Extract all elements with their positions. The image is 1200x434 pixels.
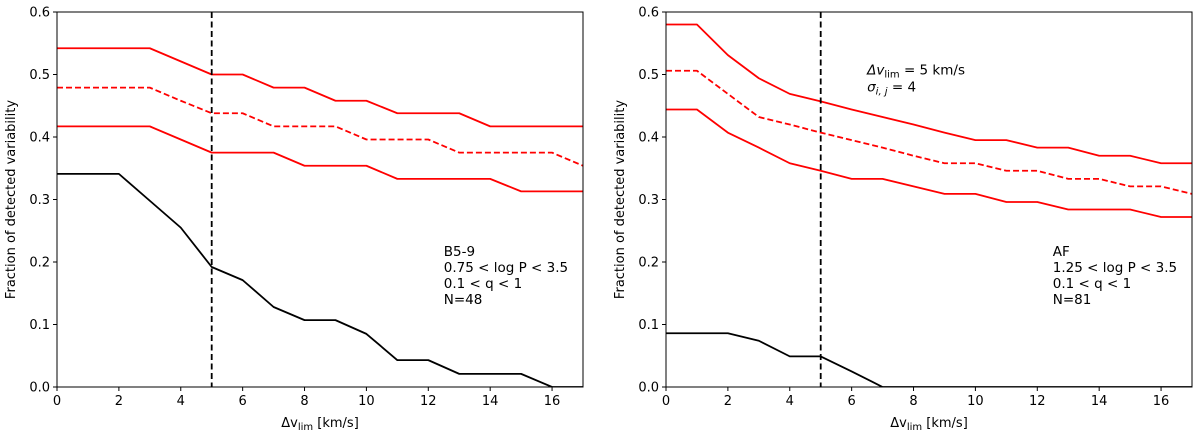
series-line-lower bbox=[666, 108, 1192, 218]
x-tick-label: 10 bbox=[358, 394, 375, 409]
param-note-dv-sub: lim bbox=[884, 70, 899, 81]
x-tick-label: 14 bbox=[482, 394, 499, 409]
y-axis-label: Fraction of detected variability bbox=[613, 100, 628, 299]
x-tick-label: 4 bbox=[786, 394, 794, 409]
series-group bbox=[57, 47, 583, 387]
x-tick-label: 16 bbox=[1153, 394, 1170, 409]
y-tick-label: 0.2 bbox=[638, 256, 659, 271]
y-tick-label: 0.3 bbox=[29, 193, 50, 208]
x-tick-label: 4 bbox=[177, 394, 185, 409]
annotation-line: 0.1 < q < 1 bbox=[444, 276, 522, 292]
x-tick-label: 8 bbox=[300, 394, 308, 409]
param-note-sigma-sub: i, j bbox=[876, 87, 888, 98]
annotation-line: B5-9 bbox=[444, 244, 475, 260]
series-line-lower bbox=[57, 125, 583, 193]
y-tick-label: 0.3 bbox=[638, 193, 659, 208]
series-line-median bbox=[666, 69, 1192, 195]
x-tick-label: 0 bbox=[662, 394, 670, 409]
x-tick-label: 6 bbox=[239, 394, 247, 409]
series-line-median bbox=[57, 86, 583, 167]
series-line-upper bbox=[666, 23, 1192, 165]
x-tick-label: 12 bbox=[1029, 394, 1046, 409]
param-note-dv-base: Δv bbox=[866, 63, 885, 79]
y-tick-label: 0.4 bbox=[638, 131, 659, 146]
param-note-sigma-base: σ bbox=[867, 80, 876, 96]
y-tick-label: 0.5 bbox=[29, 68, 50, 83]
annotation-line: N=81 bbox=[1053, 292, 1092, 308]
param-note-dv: Δvlim = 5 km/s bbox=[866, 63, 965, 81]
annotation-line: 0.1 < q < 1 bbox=[1053, 276, 1131, 292]
x-axis-label-base: Δv bbox=[281, 416, 298, 431]
y-tick-label: 0.0 bbox=[638, 381, 659, 396]
x-tick-label: 0 bbox=[53, 394, 61, 409]
x-axis-label-base: Δv bbox=[890, 416, 907, 431]
series-line-detected bbox=[57, 172, 583, 387]
annotation-line: AF bbox=[1053, 244, 1070, 260]
x-axis-label: Δvlim [km/s] bbox=[890, 416, 968, 433]
panel-right: 0 2 4 6 8 10 12 14 16 0.0 0.1 0.2 0.3 0.4 0.5 0.6 Δvlim … bbox=[613, 6, 1193, 433]
annotation-line: N=48 bbox=[444, 292, 483, 308]
x-tick-label: 10 bbox=[967, 394, 984, 409]
x-tick-label: 2 bbox=[115, 394, 123, 409]
y-tick-label: 0.0 bbox=[29, 381, 50, 396]
y-tick-label: 0.1 bbox=[29, 318, 50, 333]
y-tick-label: 0.1 bbox=[638, 318, 659, 333]
x-axis-label: Δvlim [km/s] bbox=[281, 416, 359, 433]
y-tick-label: 0.5 bbox=[638, 68, 659, 83]
x-tick-label: 2 bbox=[724, 394, 732, 409]
y-tick-label: 0.6 bbox=[638, 6, 659, 21]
series-line-upper bbox=[57, 47, 583, 128]
x-tick-label: 14 bbox=[1091, 394, 1108, 409]
x-axis-label-sub: lim bbox=[298, 422, 313, 433]
x-tick-label: 8 bbox=[909, 394, 917, 409]
y-axis-label: Fraction of detected variability bbox=[4, 100, 19, 299]
series-group bbox=[666, 23, 1192, 387]
x-tick-label: 12 bbox=[420, 394, 437, 409]
annotation-line: 1.25 < log P < 3.5 bbox=[1053, 260, 1177, 276]
plot-frame bbox=[56, 11, 584, 388]
series-line-detected bbox=[666, 332, 1192, 387]
x-axis-label-unit: [km/s] bbox=[922, 416, 968, 431]
param-note-sigma: σi, j = 4 bbox=[867, 80, 916, 98]
annotation-line: 0.75 < log P < 3.5 bbox=[444, 260, 568, 276]
x-tick-label: 6 bbox=[848, 394, 856, 409]
param-note-dv-value: = 5 km/s bbox=[900, 63, 965, 79]
x-tick-label: 16 bbox=[544, 394, 561, 409]
panel-left: 0 2 4 6 8 10 12 14 16 0.0 0.1 0.2 0.3 0.4 0.5 0.6 Δvlim … bbox=[4, 6, 584, 433]
x-axis-label-unit: [km/s] bbox=[313, 416, 359, 431]
y-tick-label: 0.6 bbox=[29, 6, 50, 21]
x-axis-label-sub: lim bbox=[907, 422, 922, 433]
param-note-sigma-value: = 4 bbox=[888, 80, 916, 96]
y-tick-label: 0.2 bbox=[29, 256, 50, 271]
y-tick-label: 0.4 bbox=[29, 131, 50, 146]
